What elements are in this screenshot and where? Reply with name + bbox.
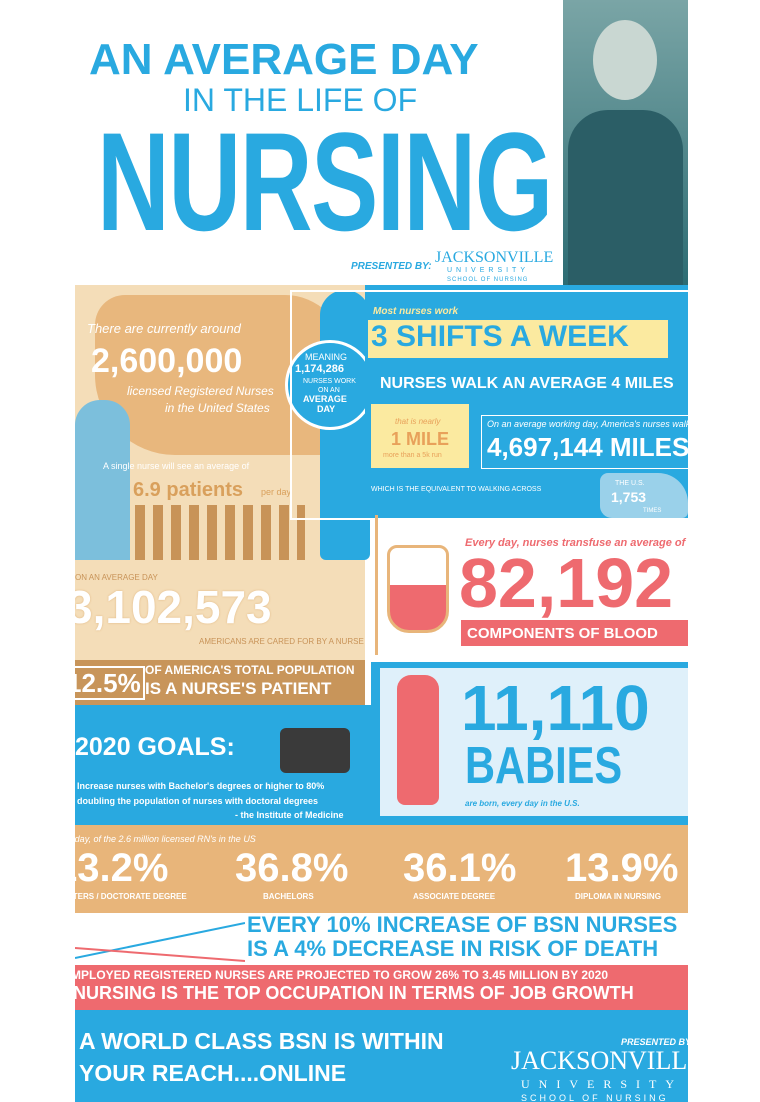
presented-by: PRESENTED BY bbox=[621, 1037, 688, 1047]
text: BABIES bbox=[465, 737, 623, 795]
stat: 3 SHIFTS A WEEK bbox=[371, 320, 629, 353]
blood-bag bbox=[387, 545, 449, 633]
title-line: AN AVERAGE DAY bbox=[89, 35, 479, 84]
walk-box bbox=[481, 415, 688, 469]
text: are born, every day in the U.S. bbox=[465, 799, 580, 808]
text: Today, of the 2.6 million licensed RN's … bbox=[75, 834, 256, 844]
stat: 2,600,000 bbox=[91, 342, 243, 380]
text: DAY bbox=[317, 404, 336, 414]
text: AVERAGE bbox=[303, 394, 347, 404]
text: doubling the population of nurses with d… bbox=[77, 796, 319, 806]
bottle bbox=[397, 675, 439, 805]
trend-line bbox=[75, 947, 245, 962]
text: DIPLOMA IN NURSING bbox=[575, 892, 661, 901]
text: in the United States bbox=[165, 401, 270, 415]
stat: 36.8% bbox=[235, 846, 349, 890]
text: Increase nurses with Bachelor's degrees … bbox=[77, 781, 325, 791]
text: YOUR REACH....ONLINE bbox=[79, 1060, 347, 1086]
footer bbox=[75, 1010, 688, 1102]
text: IS A NURSE'S PATIENT bbox=[145, 679, 332, 698]
text: ON AN bbox=[318, 387, 340, 394]
stat: 13.9% bbox=[565, 846, 679, 890]
growth-band bbox=[75, 965, 688, 1010]
trend-line bbox=[75, 922, 245, 959]
text: BACHELORS bbox=[263, 892, 314, 901]
text: NURSES WALK AN AVERAGE 4 MILES bbox=[380, 375, 674, 392]
stat: 1,753 bbox=[611, 489, 647, 505]
text: COMPONENTS OF BLOOD bbox=[467, 625, 658, 642]
text: WHICH IS THE EQUIVALENT TO WALKING ACROS… bbox=[371, 486, 542, 493]
school-name: JACKSONVILLE bbox=[511, 1046, 688, 1075]
text: MASTERS / DOCTORATE DEGREE bbox=[75, 892, 187, 901]
nurse-photo bbox=[563, 0, 688, 285]
text: MEANING bbox=[305, 352, 348, 362]
mile-box bbox=[371, 404, 469, 468]
face bbox=[593, 20, 657, 100]
school-sub: UNIVERSITY bbox=[521, 1077, 683, 1091]
text: NURSES WORK bbox=[303, 378, 356, 385]
text: Most nurses work bbox=[373, 306, 459, 317]
text: AMERICANS ARE CARED FOR BY A NURSE bbox=[199, 637, 364, 646]
stat: 1,174,286 bbox=[295, 363, 344, 375]
degrees-band bbox=[75, 825, 688, 913]
text: ON AN AVERAGE DAY bbox=[75, 573, 158, 582]
text: - the Institute of Medicine bbox=[235, 810, 344, 820]
text: licensed Registered Nurses bbox=[127, 384, 274, 398]
iv-line bbox=[375, 515, 378, 655]
text: ASSOCIATE DEGREE bbox=[413, 892, 496, 901]
school-sub: UNIVERSITY bbox=[447, 267, 530, 274]
title-main: NURSING bbox=[97, 103, 553, 260]
scrubs bbox=[568, 110, 683, 285]
stat: 12.5% bbox=[75, 666, 145, 700]
text: that is nearly bbox=[395, 417, 441, 426]
goals-title: 2020 GOALS: bbox=[75, 733, 235, 761]
title-line: IN THE LIFE OF bbox=[183, 82, 418, 118]
stat: 11,110 bbox=[461, 672, 650, 744]
stat: 6.9 patients bbox=[133, 479, 244, 501]
text: On an average working day, America's nur… bbox=[487, 419, 688, 429]
text: A single nurse will see an average of bbox=[103, 461, 250, 471]
trend-lines bbox=[75, 922, 245, 962]
text: THE U.S. bbox=[615, 480, 645, 487]
shifts-box bbox=[368, 320, 668, 358]
grad-cap bbox=[280, 728, 350, 773]
text: per day bbox=[261, 487, 292, 497]
school-dept: SCHOOL OF NURSING bbox=[447, 277, 529, 283]
text: more than a 5k run bbox=[383, 452, 442, 459]
stat: 82,192 bbox=[459, 544, 674, 622]
stat: 3,102,573 bbox=[75, 581, 272, 633]
stat: 36.1% bbox=[403, 846, 517, 890]
patient-icons bbox=[135, 505, 305, 560]
blood-box bbox=[461, 620, 688, 646]
school-name: JACKSONVILLE bbox=[435, 249, 554, 266]
text: There are currently around bbox=[87, 321, 241, 336]
text: TIMES bbox=[643, 508, 662, 514]
text: EMPLOYED REGISTERED NURSES ARE PROJECTED… bbox=[75, 968, 609, 982]
text: OF AMERICA'S TOTAL POPULATION bbox=[145, 663, 355, 677]
us-map bbox=[600, 473, 688, 518]
text: NURSING IS THE TOP OCCUPATION IN TERMS O… bbox=[75, 983, 634, 1003]
text: EVERY 10% INCREASE OF BSN NURSES bbox=[247, 912, 678, 937]
stat: 13.2% bbox=[75, 846, 169, 890]
stat: 4,697,144 MILES bbox=[487, 432, 688, 462]
stat: 1 MILE bbox=[391, 429, 450, 449]
text: A WORLD CLASS BSN IS WITHIN bbox=[79, 1028, 444, 1054]
text: Every day, nurses transfuse an average o… bbox=[465, 537, 686, 549]
presented-by: PRESENTED BY: bbox=[351, 261, 432, 272]
nurse-figure bbox=[75, 400, 130, 560]
school-dept: SCHOOL OF NURSING bbox=[521, 1093, 669, 1102]
infographic: AN AVERAGE DAY IN THE LIFE OF NURSING PR… bbox=[75, 0, 688, 1102]
text: IS A 4% DECREASE IN RISK OF DEATH bbox=[247, 936, 659, 961]
